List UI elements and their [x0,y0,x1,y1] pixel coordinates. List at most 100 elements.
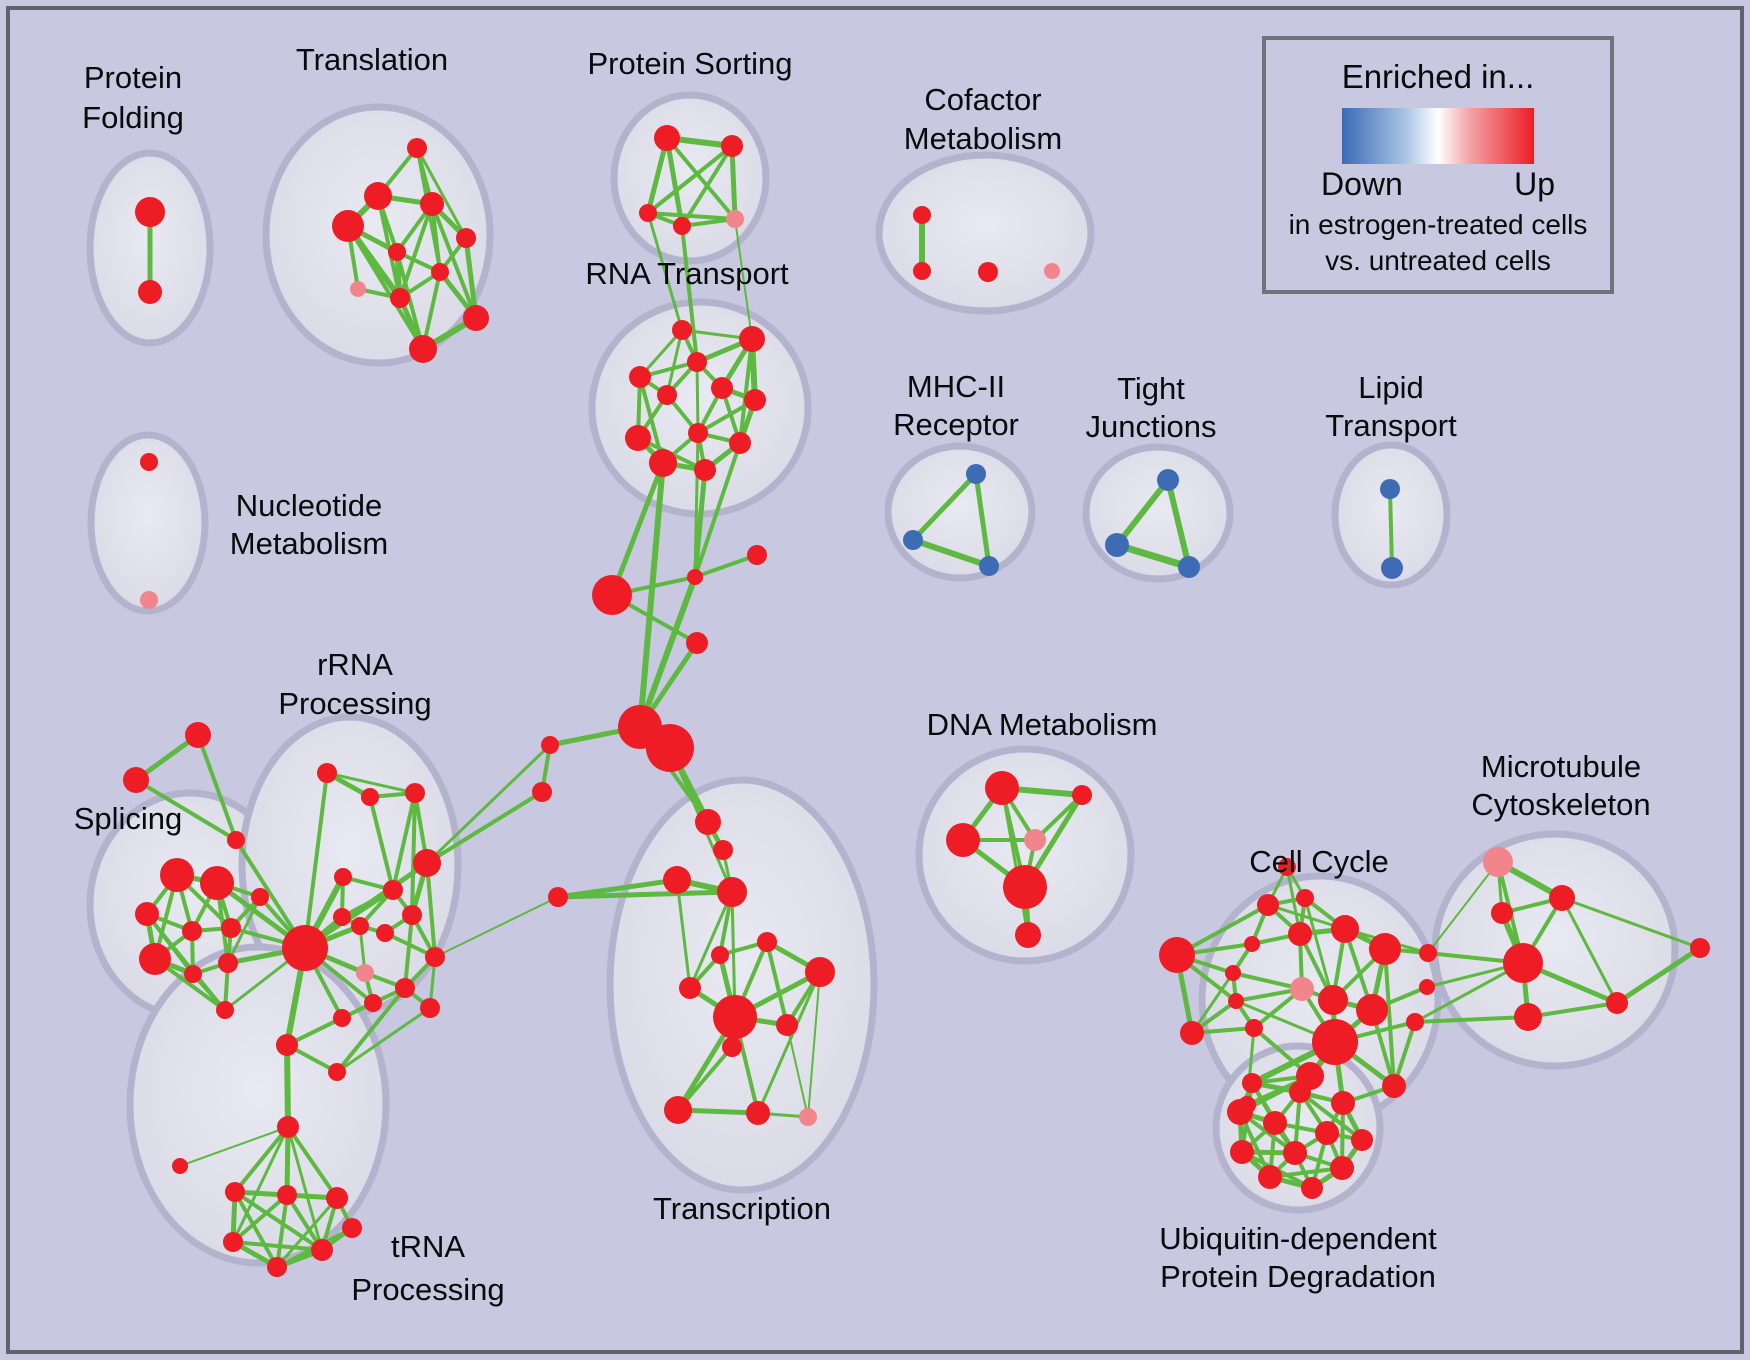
node-up [420,192,444,216]
node-up [328,1063,346,1081]
node-up [1288,922,1312,946]
edge [910,537,992,569]
node-down [1178,556,1200,578]
figure-frame [6,6,1744,1354]
node-up [135,197,165,227]
edge [1526,1001,1619,1019]
edge [664,135,685,229]
node-up [1351,1129,1373,1151]
cluster-label-microtubule: Microtubule [1481,749,1641,784]
node-up [695,809,721,835]
edge [425,790,544,865]
legend-up-label: Up [1514,166,1555,202]
node-up [679,977,701,999]
edge [335,1006,432,1074]
node-up-light [1044,263,1060,279]
node-up [711,946,729,964]
node-up [376,924,394,942]
node-up [402,905,422,925]
edge [179,1126,289,1167]
node-up [1406,1013,1424,1031]
node-up [629,366,651,388]
node-up [135,902,159,926]
node-up [639,204,657,222]
edge [1113,541,1193,571]
node-up [694,459,716,481]
edge [693,553,759,579]
node-up [200,866,234,900]
edge [395,250,425,351]
node-up [744,389,766,411]
node-up [688,423,708,443]
node-up [334,868,352,886]
node-up [1289,1081,1311,1103]
node-up [1225,965,1241,981]
edge [376,194,402,300]
node-up [182,921,202,941]
node-up [1003,865,1047,909]
edge [425,743,552,865]
node-up [978,262,998,282]
edge [675,878,692,990]
node-up [541,736,559,754]
node-up [407,138,427,158]
edge [368,795,395,892]
edge [286,1125,324,1252]
node-up [456,228,476,248]
edge [729,143,738,222]
node-up [722,1037,742,1057]
node-up [390,288,410,308]
node-up [946,823,980,857]
node-up [592,575,632,615]
edge [335,986,407,1074]
edge [734,218,753,340]
node-up [413,849,441,877]
cluster-label-rrna: Processing [278,686,431,721]
legend-title: Enriched in... [1341,58,1535,95]
node-up [1257,894,1279,916]
node-up [1514,1003,1542,1031]
edge [738,337,754,445]
edge [1427,861,1499,954]
edge [646,211,737,221]
node-up-light [350,281,366,297]
edge [1560,896,1702,950]
cluster-ellipse-nucleotide [87,431,209,615]
node-up [1312,1019,1358,1065]
node-down [979,556,999,576]
node-up [184,965,202,983]
node-up [1330,1156,1354,1180]
cluster-label-ubiquitin: Ubiquitin-dependent [1159,1221,1437,1256]
cluster-label-nucleotide: Metabolism [230,526,389,561]
node-up [663,866,691,894]
edge [695,360,700,435]
labels-layer: Protein Folding Translation Protein Sorting… [74,42,1651,1307]
cluster-label-trna: Processing [351,1272,504,1307]
edge [1303,896,1335,1002]
node-up [383,880,403,900]
node-up [1549,885,1575,911]
edge [346,224,425,351]
node-up [216,1001,234,1019]
edge [1614,945,1703,1006]
edge [415,146,468,240]
cluster-label-nucleotide: Nucleotide [236,488,382,523]
cluster-label-lipid: Lipid [1358,370,1424,405]
node-up [267,1257,287,1277]
node-up [1491,902,1513,924]
node-up-light [799,1108,817,1126]
node-up-light [1290,977,1314,1001]
cluster-label-trna: tRNA [391,1229,465,1264]
node-up [139,943,171,975]
cluster-label-tight: Junctions [1086,409,1217,444]
node-up [1230,1140,1254,1164]
cluster-label-cellcycle: Cell Cycle [1249,844,1389,879]
node-up [1159,937,1195,973]
node-up [227,831,245,849]
edge [807,971,821,1118]
edge [637,460,666,730]
node-down [1157,469,1179,491]
node-up [409,335,437,363]
edge [688,890,734,990]
